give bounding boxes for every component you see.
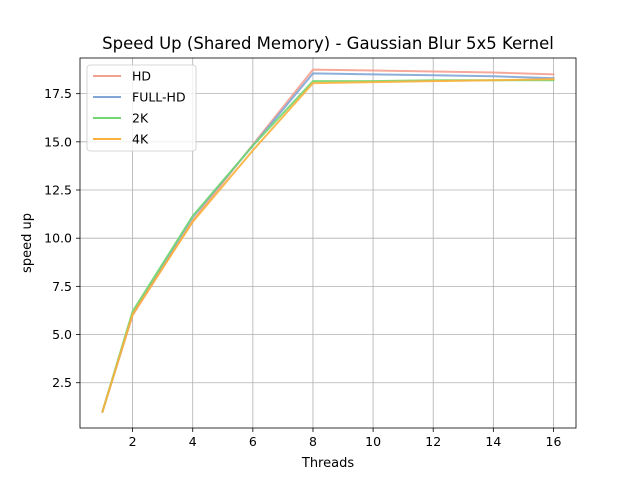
x-tick-label: 4 — [189, 434, 197, 449]
grid — [80, 58, 576, 428]
chart-title: Speed Up (Shared Memory) - Gaussian Blur… — [102, 34, 554, 53]
plot-frame — [79, 57, 577, 429]
x-tick-label: 16 — [546, 434, 562, 449]
y-tick-label: 12.5 — [44, 183, 72, 198]
y-tick-label: 5.0 — [52, 327, 72, 342]
y-axis-label: speed up — [20, 213, 35, 273]
x-axis-label: Threads — [301, 456, 354, 471]
series-lines — [101, 68, 555, 413]
y-axis-ticks: 2.5 5.0 7.5 10.0 12.5 15.0 17.5 — [44, 86, 80, 390]
legend: HD FULL-HD 2K 4K — [86, 64, 197, 152]
legend-box — [86, 64, 197, 152]
x-tick-label: 12 — [425, 434, 441, 449]
x-axis-ticks: 2 4 6 8 10 12 14 16 — [129, 428, 562, 449]
x-tick-label: 8 — [309, 434, 317, 449]
legend-label: FULL-HD — [132, 90, 186, 105]
x-tick-label: 2 — [129, 434, 137, 449]
x-tick-label: 6 — [249, 434, 257, 449]
x-tick-label: 10 — [365, 434, 381, 449]
legend-label: 2K — [132, 111, 149, 126]
y-tick-label: 15.0 — [44, 134, 72, 149]
series-line-4k — [101, 78, 555, 413]
x-tick-label: 14 — [485, 434, 501, 449]
legend-label: HD — [132, 69, 151, 84]
y-tick-label: 10.0 — [44, 231, 72, 246]
y-tick-label: 2.5 — [52, 375, 72, 390]
y-tick-label: 7.5 — [52, 279, 72, 294]
y-tick-label: 17.5 — [44, 86, 72, 101]
legend-label: 4K — [132, 132, 149, 147]
